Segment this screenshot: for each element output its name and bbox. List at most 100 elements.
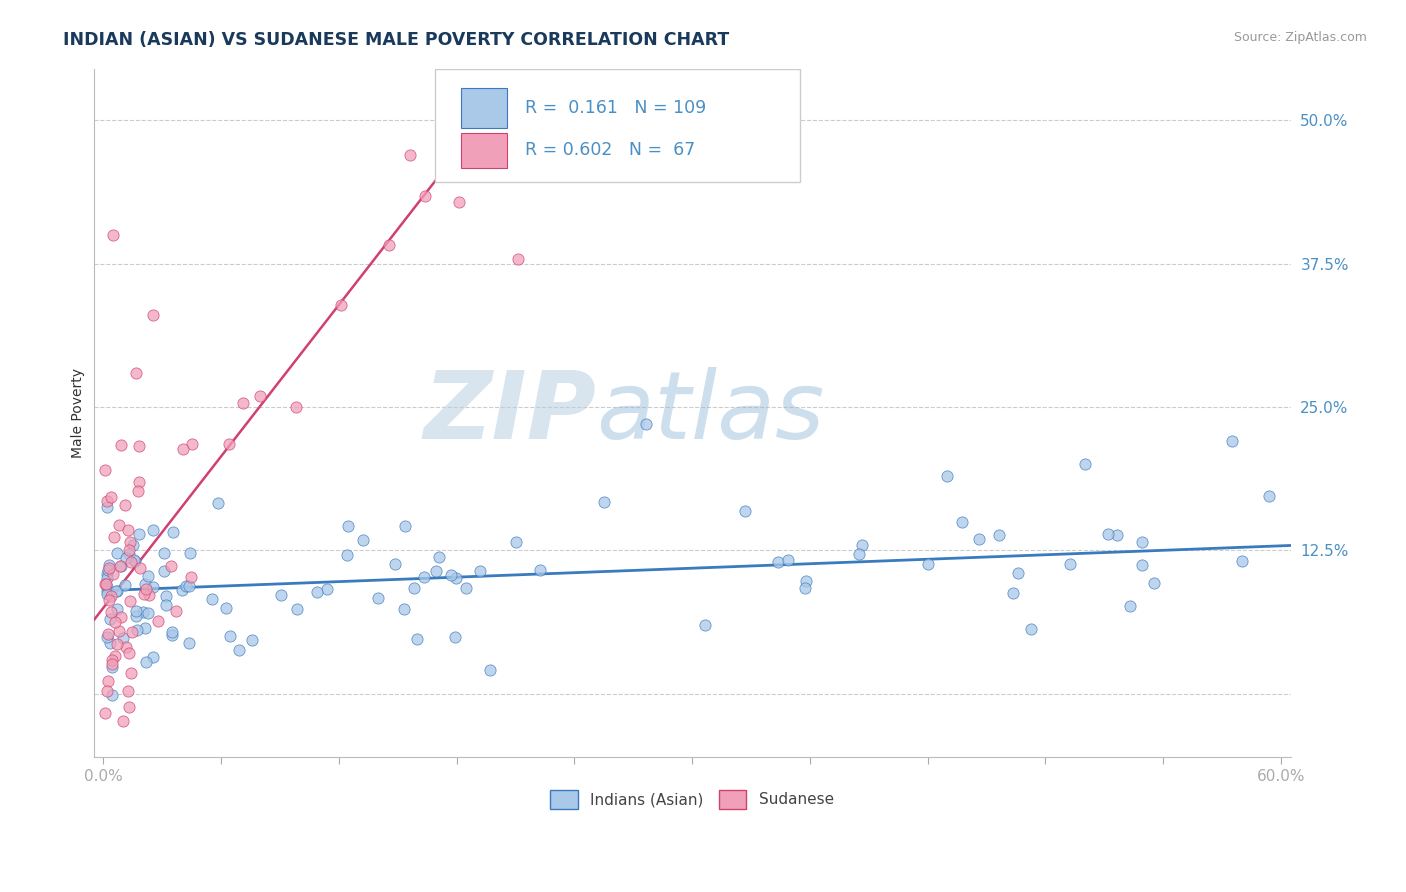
Point	[336, 549, 359, 563]
Point	[170, 583, 193, 598]
Point	[270, 588, 292, 602]
Point	[136, 569, 159, 583]
Point	[329, 297, 352, 311]
Point	[179, 546, 201, 560]
Point	[117, 523, 139, 537]
Point	[96, 493, 118, 508]
Point	[94, 577, 117, 591]
Point	[96, 500, 118, 515]
Point	[114, 498, 136, 512]
Point	[125, 623, 148, 637]
Point	[153, 564, 176, 578]
Point	[104, 615, 127, 630]
Point	[142, 523, 165, 537]
Point	[100, 589, 122, 603]
Point	[96, 567, 118, 582]
Point	[155, 598, 177, 612]
Point	[153, 546, 176, 560]
Point	[135, 656, 157, 670]
Point	[240, 632, 263, 647]
Point	[132, 605, 155, 619]
Point	[101, 657, 124, 671]
Point	[1007, 566, 1029, 580]
Point	[120, 665, 142, 680]
Point	[96, 584, 118, 599]
Point	[406, 632, 429, 646]
Point	[138, 588, 160, 602]
Point	[412, 570, 434, 584]
Point	[96, 587, 118, 601]
Point	[104, 649, 127, 664]
Point	[950, 515, 973, 529]
Point	[98, 592, 121, 607]
Point	[593, 495, 616, 509]
Point	[118, 547, 141, 561]
Text: INDIAN (ASIAN) VS SUDANESE MALE POVERTY CORRELATION CHART: INDIAN (ASIAN) VS SUDANESE MALE POVERTY …	[63, 31, 730, 49]
Point	[118, 699, 141, 714]
Point	[529, 563, 551, 577]
Point	[125, 609, 148, 624]
Point	[94, 706, 117, 720]
Point	[378, 238, 401, 252]
Point	[97, 627, 120, 641]
Point	[1002, 586, 1025, 600]
Point	[1073, 458, 1095, 472]
Point	[440, 568, 463, 582]
Point	[479, 663, 502, 677]
Point	[110, 558, 132, 573]
Point	[201, 592, 224, 607]
Point	[1097, 527, 1119, 541]
Point	[415, 188, 437, 202]
Point	[117, 543, 139, 558]
Point	[315, 582, 337, 596]
Point	[114, 578, 136, 592]
Point	[142, 308, 165, 322]
Point	[105, 602, 128, 616]
Point	[734, 504, 756, 518]
Point	[134, 621, 156, 635]
Point	[155, 589, 177, 603]
Point	[118, 594, 141, 608]
Point	[96, 683, 118, 698]
Point	[98, 560, 121, 574]
Point	[124, 554, 146, 568]
Point	[94, 463, 117, 477]
Point	[1258, 489, 1281, 503]
Point	[122, 538, 145, 552]
Point	[128, 439, 150, 453]
Bar	[461, 133, 506, 169]
Point	[693, 618, 716, 632]
Point	[160, 625, 183, 640]
Point	[285, 400, 308, 414]
Point	[142, 580, 165, 594]
Point	[1230, 554, 1253, 568]
Point	[394, 519, 416, 533]
Point	[917, 557, 939, 571]
Point	[101, 660, 124, 674]
Point	[848, 547, 870, 561]
Point	[398, 147, 420, 161]
Text: R =  0.161   N = 109: R = 0.161 N = 109	[524, 99, 706, 117]
Point	[128, 475, 150, 489]
Point	[100, 490, 122, 504]
Point	[127, 483, 149, 498]
Point	[1105, 528, 1128, 542]
Point	[128, 527, 150, 541]
Point	[129, 561, 152, 575]
Point	[118, 535, 141, 549]
Point	[101, 566, 124, 581]
Point	[336, 518, 359, 533]
Point	[107, 517, 129, 532]
Point	[1130, 534, 1153, 549]
Point	[305, 584, 328, 599]
Point	[94, 577, 117, 591]
Point	[1130, 558, 1153, 573]
Point	[425, 564, 447, 578]
Point	[479, 147, 502, 161]
Text: ZIP: ZIP	[423, 367, 596, 458]
Point	[105, 583, 128, 598]
Text: Source: ZipAtlas.com: Source: ZipAtlas.com	[1233, 31, 1367, 45]
Point	[218, 436, 240, 450]
Point	[98, 612, 121, 626]
Point	[447, 194, 470, 209]
